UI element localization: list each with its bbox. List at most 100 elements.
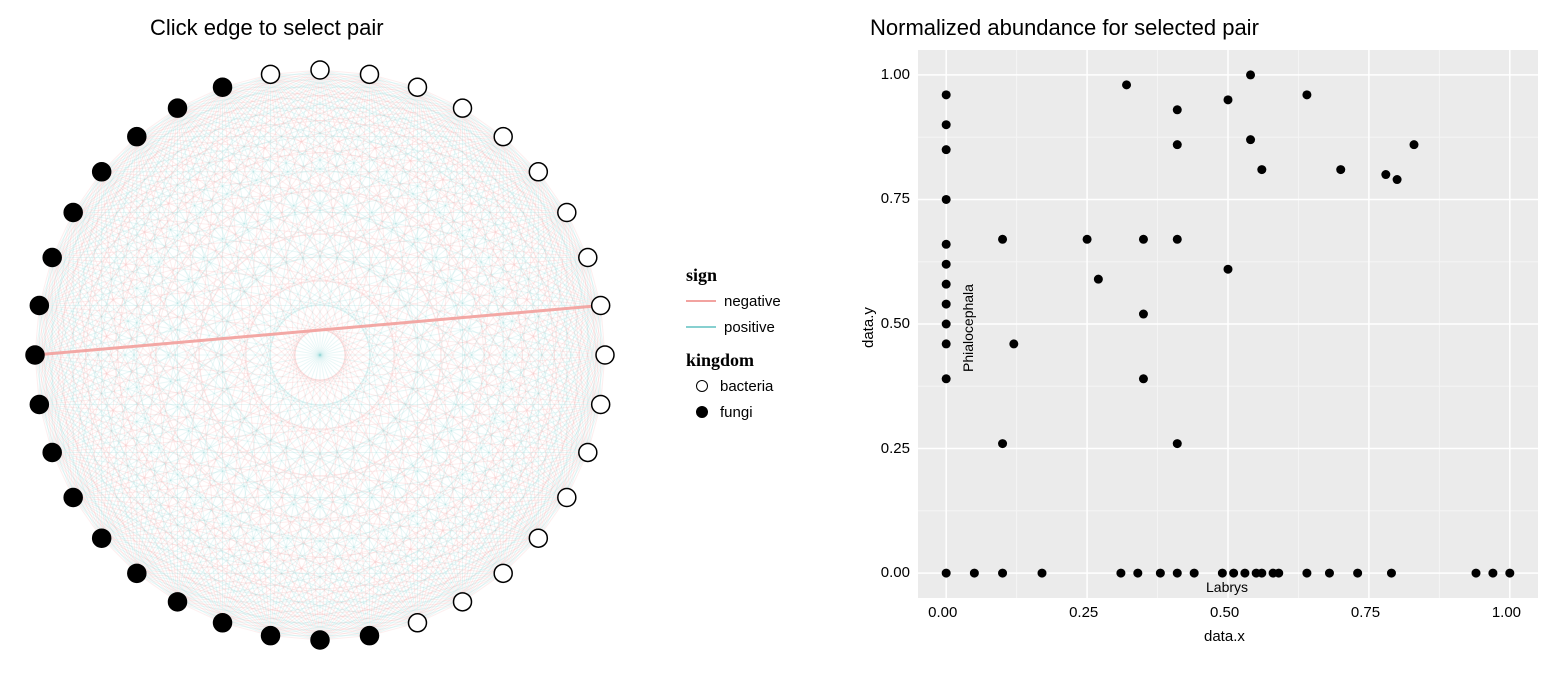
network-node[interactable] bbox=[408, 614, 426, 632]
scatter-point[interactable] bbox=[970, 569, 979, 578]
scatter-point[interactable] bbox=[1218, 569, 1227, 578]
network-node[interactable] bbox=[454, 593, 472, 611]
scatter-point[interactable] bbox=[942, 320, 951, 329]
scatter-point[interactable] bbox=[942, 569, 951, 578]
scatter-point[interactable] bbox=[1190, 569, 1199, 578]
network-node[interactable] bbox=[558, 204, 576, 222]
scatter-point[interactable] bbox=[1224, 95, 1233, 104]
scatter-point[interactable] bbox=[1156, 569, 1165, 578]
network-node[interactable] bbox=[214, 78, 232, 96]
network-node[interactable] bbox=[454, 99, 472, 117]
scatter-point[interactable] bbox=[1325, 569, 1334, 578]
scatter-point[interactable] bbox=[1173, 140, 1182, 149]
scatter-point[interactable] bbox=[1009, 339, 1018, 348]
network-node[interactable] bbox=[592, 297, 610, 315]
scatter-point[interactable] bbox=[1410, 140, 1419, 149]
network-node[interactable] bbox=[579, 249, 597, 267]
scatter-point[interactable] bbox=[1229, 569, 1238, 578]
network-edges[interactable] bbox=[35, 70, 605, 640]
scatter-point[interactable] bbox=[1083, 235, 1092, 244]
network-node[interactable] bbox=[169, 593, 187, 611]
network-node[interactable] bbox=[529, 529, 547, 547]
scatter-point[interactable] bbox=[1038, 569, 1047, 578]
scatter-point[interactable] bbox=[1257, 165, 1266, 174]
scatter-point[interactable] bbox=[998, 569, 1007, 578]
scatter-point[interactable] bbox=[1302, 90, 1311, 99]
scatter-point[interactable] bbox=[1240, 569, 1249, 578]
network-graph[interactable] bbox=[0, 0, 635, 699]
scatter-point[interactable] bbox=[1173, 569, 1182, 578]
network-node[interactable] bbox=[494, 564, 512, 582]
scatter-point[interactable] bbox=[1274, 569, 1283, 578]
network-node[interactable] bbox=[214, 614, 232, 632]
network-node[interactable] bbox=[128, 564, 146, 582]
network-node[interactable] bbox=[494, 128, 512, 146]
scatter-point[interactable] bbox=[1353, 569, 1362, 578]
scatter-point[interactable] bbox=[1336, 165, 1345, 174]
legend-kingdom-label: bacteria bbox=[720, 378, 773, 395]
scatter-point[interactable] bbox=[942, 260, 951, 269]
scatter-point[interactable] bbox=[1139, 310, 1148, 319]
network-node[interactable] bbox=[43, 443, 61, 461]
network-node[interactable] bbox=[262, 627, 280, 645]
scatter-point[interactable] bbox=[1246, 70, 1255, 79]
scatter-point[interactable] bbox=[1381, 170, 1390, 179]
network-node[interactable] bbox=[558, 489, 576, 507]
network-node[interactable] bbox=[64, 489, 82, 507]
scatter-point[interactable] bbox=[1472, 569, 1481, 578]
network-node[interactable] bbox=[529, 163, 547, 181]
scatter-point[interactable] bbox=[1224, 265, 1233, 274]
network-node[interactable] bbox=[262, 65, 280, 83]
network-node[interactable] bbox=[64, 204, 82, 222]
scatter-point[interactable] bbox=[1173, 105, 1182, 114]
network-node[interactable] bbox=[592, 395, 610, 413]
network-node[interactable] bbox=[30, 297, 48, 315]
scatter-point[interactable] bbox=[1139, 374, 1148, 383]
scatter-point[interactable] bbox=[942, 195, 951, 204]
scatter-point[interactable] bbox=[942, 145, 951, 154]
scatter-point[interactable] bbox=[942, 280, 951, 289]
scatter-point[interactable] bbox=[942, 374, 951, 383]
network-node[interactable] bbox=[360, 65, 378, 83]
scatter-point[interactable] bbox=[1393, 175, 1402, 184]
scatter-point[interactable] bbox=[1133, 569, 1142, 578]
scatter-point[interactable] bbox=[942, 339, 951, 348]
network-node[interactable] bbox=[596, 346, 614, 364]
scatter-point[interactable] bbox=[1387, 569, 1396, 578]
legend-line-icon bbox=[686, 300, 716, 302]
scatter-point[interactable] bbox=[1116, 569, 1125, 578]
scatter-plot[interactable] bbox=[918, 50, 1538, 598]
scatter-point[interactable] bbox=[942, 120, 951, 129]
scatter-point[interactable] bbox=[1257, 569, 1266, 578]
scatter-xtick-label: 0.25 bbox=[1069, 604, 1098, 621]
legend-kingdom-row: fungi bbox=[686, 399, 781, 425]
network-node[interactable] bbox=[30, 395, 48, 413]
network-node[interactable] bbox=[93, 163, 111, 181]
scatter-point[interactable] bbox=[1488, 569, 1497, 578]
scatter-point[interactable] bbox=[942, 300, 951, 309]
scatter-point[interactable] bbox=[1246, 135, 1255, 144]
network-node[interactable] bbox=[579, 443, 597, 461]
network-node[interactable] bbox=[311, 631, 329, 649]
scatter-point[interactable] bbox=[1505, 569, 1514, 578]
legend-kingdom-label: fungi bbox=[720, 404, 753, 421]
scatter-point[interactable] bbox=[1173, 235, 1182, 244]
scatter-point[interactable] bbox=[942, 90, 951, 99]
scatter-point[interactable] bbox=[998, 235, 1007, 244]
network-node[interactable] bbox=[26, 346, 44, 364]
legend-kingdom-title: kingdom bbox=[686, 350, 781, 371]
network-node[interactable] bbox=[128, 128, 146, 146]
network-node[interactable] bbox=[408, 78, 426, 96]
scatter-point[interactable] bbox=[1122, 80, 1131, 89]
network-node[interactable] bbox=[360, 627, 378, 645]
network-node[interactable] bbox=[169, 99, 187, 117]
network-node[interactable] bbox=[43, 249, 61, 267]
scatter-point[interactable] bbox=[1302, 569, 1311, 578]
scatter-point[interactable] bbox=[1094, 275, 1103, 284]
scatter-point[interactable] bbox=[942, 240, 951, 249]
scatter-point[interactable] bbox=[1139, 235, 1148, 244]
network-node[interactable] bbox=[311, 61, 329, 79]
network-node[interactable] bbox=[93, 529, 111, 547]
scatter-point[interactable] bbox=[1173, 439, 1182, 448]
scatter-point[interactable] bbox=[998, 439, 1007, 448]
